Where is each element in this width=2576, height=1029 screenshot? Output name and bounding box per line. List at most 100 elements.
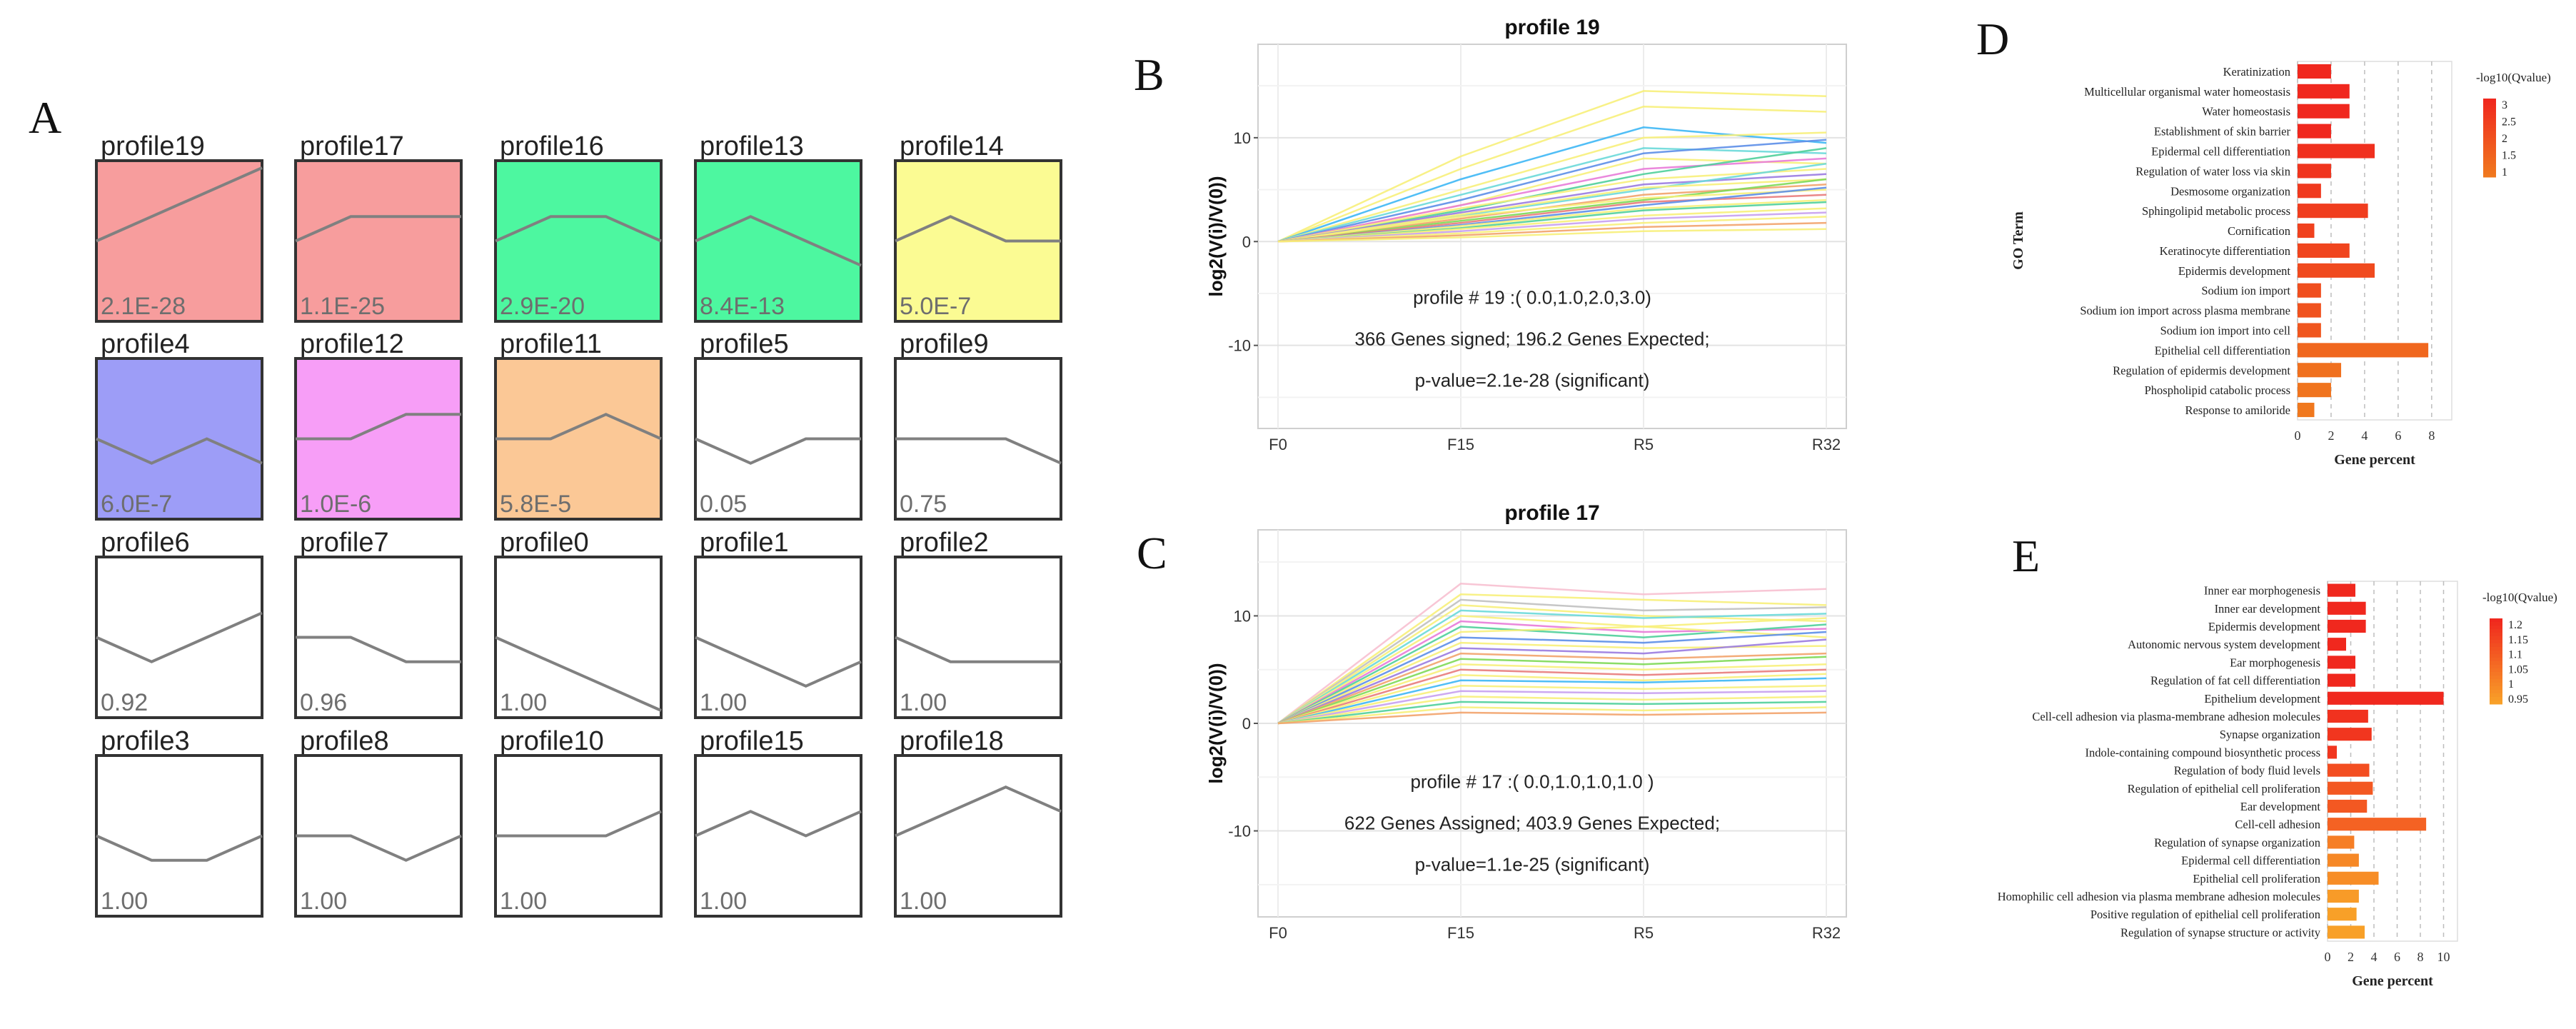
x-tick-label: R5 <box>1634 436 1654 453</box>
profile-trend-line <box>295 215 461 243</box>
legend-gradient-step <box>2483 167 2496 171</box>
series-line <box>1277 173 1827 243</box>
x-tick-label: 4 <box>2371 950 2378 964</box>
go-term-bar <box>2298 224 2315 239</box>
legend-gradient-step <box>2483 174 2496 178</box>
x-tick-label: F0 <box>1269 436 1287 453</box>
legend-gradient-step <box>2490 643 2502 648</box>
series-line <box>1277 221 1827 243</box>
legend-gradient-step <box>2483 144 2496 149</box>
x-tick-label: 4 <box>2361 428 2368 443</box>
go-term-label: Regulation of epidermis development <box>2113 363 2290 377</box>
y-axis-label: log2(V(i)/V(0)) <box>1205 663 1227 784</box>
go-term-label: Water homeostasis <box>2202 105 2290 119</box>
go-term-bar <box>2328 835 2355 849</box>
legend-gradient-step <box>2490 686 2502 691</box>
profile-trend-line <box>695 437 861 465</box>
go-term-label: Ear morphogenesis <box>2230 656 2320 669</box>
legend-tick-label: 2.5 <box>2502 116 2516 129</box>
go-term-bar <box>2298 164 2331 179</box>
legend-gradient-step <box>2483 114 2496 119</box>
go-term-label: Multicellular organismal water homeostas… <box>2084 85 2290 99</box>
go-term-bar <box>2298 383 2331 398</box>
go-term-label: Epidermis development <box>2178 264 2291 278</box>
profile-trend-line <box>96 611 263 663</box>
go-term-label: Regulation of synapse structure or activ… <box>2120 925 2321 939</box>
go-term-bar <box>2298 64 2331 79</box>
legend-gradient-step <box>2483 118 2496 122</box>
panel-label-d: D <box>1976 14 2010 64</box>
y-tick-label: 10 <box>1234 607 1251 625</box>
series-line <box>1277 685 1827 725</box>
legend-title: -log10(Qvalue) <box>2482 591 2557 604</box>
go-term-bar <box>2298 363 2342 378</box>
go-term-bar <box>2298 403 2315 418</box>
profile-box <box>694 754 862 918</box>
profile-trend-line <box>895 215 1061 243</box>
profile-trend-line <box>495 413 662 441</box>
x-tick-label: 6 <box>2394 950 2400 964</box>
go-term-bar <box>2328 709 2368 723</box>
profile-trend-line <box>895 437 1062 465</box>
series-line <box>1277 615 1827 725</box>
legend-gradient-step <box>2483 121 2496 126</box>
go-term-bar <box>2328 673 2355 687</box>
go-term-bar <box>2328 781 2373 795</box>
go-term-bar <box>2298 263 2375 278</box>
series-line <box>1277 139 1827 243</box>
legend-gradient-step <box>2490 658 2502 662</box>
profile-trend-line <box>495 810 662 838</box>
legend-gradient-step <box>2483 147 2496 151</box>
series-line <box>1277 168 1827 243</box>
legend-gradient-step <box>2490 651 2502 655</box>
series-line <box>1277 620 1827 725</box>
legend-gradient-step <box>2490 618 2502 623</box>
profile-name: profile13 <box>700 131 804 161</box>
go-term-label: Phospholipid catabolic process <box>2145 383 2290 397</box>
go-term-label: Sodium ion import across plasma membrane <box>2080 304 2290 318</box>
go-term-bar <box>2298 84 2350 99</box>
profile-name: profile19 <box>101 131 205 161</box>
go-term-bar <box>2298 144 2375 159</box>
series-line <box>1277 668 1827 725</box>
go-term-label: Inner ear morphogenesis <box>2204 584 2320 598</box>
profile-box <box>95 357 263 521</box>
go-term-label: Epidermal cell differentiation <box>2151 145 2290 159</box>
profile-name: profile6 <box>101 528 190 558</box>
go-term-bar <box>2328 601 2366 615</box>
series-line <box>1277 184 1827 243</box>
profile-annotation: 622 Genes Assigned; 403.9 Genes Expected… <box>1344 812 1720 833</box>
legend-gradient-step <box>2483 141 2496 145</box>
go-term-label: Autonomic nervous system development <box>2128 638 2320 651</box>
profile-grid-chart: profile19 2.1E-28 profile17 1.1E-25 profile1… <box>95 131 1062 918</box>
legend-gradient-step <box>2483 111 2496 116</box>
go-term-bar <box>2328 908 2357 921</box>
go-term-label: Synapse organization <box>2220 728 2320 741</box>
go-term-label: Homophilic cell adhesion via plasma memb… <box>1998 890 2320 903</box>
series-line <box>1277 228 1827 243</box>
series-line <box>1277 623 1827 725</box>
go-term-label: Sodium ion import <box>2201 284 2290 298</box>
legend-gradient-step <box>2490 672 2502 676</box>
legend-gradient-step <box>2483 105 2496 109</box>
series-line <box>1277 696 1827 725</box>
panel-label-b: B <box>1134 49 1164 100</box>
profile-box <box>494 159 663 323</box>
go-term-label: Positive regulation of epithelial cell p… <box>2091 908 2320 921</box>
profile-pvalue: 8.4E-13 <box>700 293 785 320</box>
profile-pvalue: 0.92 <box>101 689 148 716</box>
panel-label-c: C <box>1137 528 1167 578</box>
plot-frame <box>1257 44 1847 429</box>
profile-name: profile12 <box>300 329 404 359</box>
go-term-label: Keratinization <box>2223 65 2290 79</box>
legend-gradient-step <box>2483 99 2496 103</box>
profile-pvalue: 1.00 <box>900 689 947 716</box>
go-term-label: Epidermal cell differentiation <box>2181 854 2320 868</box>
legend-gradient-step <box>2483 124 2496 129</box>
go-term-bar <box>2328 746 2337 759</box>
legend-gradient-step <box>2490 697 2502 701</box>
profile-name: profile0 <box>500 528 589 558</box>
profile-pvalue: 5.8E-5 <box>500 491 571 518</box>
profile-pvalue: 1.00 <box>700 689 747 716</box>
profile-trend-line <box>96 437 263 465</box>
